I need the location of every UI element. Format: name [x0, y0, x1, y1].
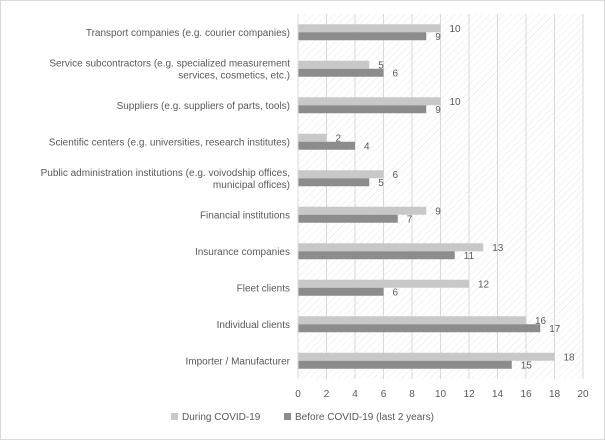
data-label: 11 — [464, 251, 475, 262]
x-tick-label: 14 — [492, 389, 504, 400]
legend-label: During COVID-19 — [182, 412, 261, 423]
x-tick-label: 20 — [577, 389, 589, 400]
bar — [298, 32, 427, 41]
data-label: 17 — [549, 324, 561, 335]
bar — [298, 279, 469, 288]
category-label: municipal offices) — [213, 180, 290, 191]
bar — [298, 214, 398, 223]
data-label: 10 — [450, 24, 462, 35]
bar — [298, 178, 370, 187]
data-label: 5 — [378, 178, 384, 189]
bar — [298, 206, 427, 215]
category-label: Insurance companies — [195, 247, 290, 258]
category-label: Suppliers (e.g. suppliers of parts, tool… — [117, 101, 290, 112]
bar — [298, 251, 455, 260]
data-label: 5 — [378, 60, 384, 71]
legend-swatch — [284, 413, 291, 420]
data-label: 2 — [336, 133, 342, 144]
data-label: 10 — [450, 97, 462, 108]
bar — [298, 133, 327, 142]
data-label: 6 — [393, 170, 399, 181]
category-label: Importer / Manufacturer — [186, 356, 291, 367]
category-label: services, cosmetics, etc.) — [178, 70, 290, 81]
x-tick-label: 2 — [324, 389, 330, 400]
bar — [298, 316, 526, 325]
bar — [298, 170, 384, 179]
bar — [298, 352, 555, 361]
x-tick-label: 12 — [463, 389, 475, 400]
bar — [298, 105, 427, 114]
data-label: 4 — [364, 141, 370, 152]
data-label: 12 — [478, 279, 490, 290]
bar — [298, 287, 384, 296]
bar — [298, 141, 355, 150]
category-label: Financial institutions — [200, 210, 290, 221]
legend-swatch — [171, 413, 178, 420]
category-label: Service subcontractors (e.g. specialized… — [49, 58, 290, 69]
bar — [298, 360, 512, 369]
x-tick-label: 4 — [352, 389, 358, 400]
bar — [298, 243, 484, 252]
bar — [298, 24, 441, 33]
legend-label: Before COVID-19 (last 2 years) — [295, 412, 434, 423]
bar — [298, 324, 541, 333]
data-label: 9 — [435, 105, 441, 116]
category-label: Transport companies (e.g. courier compan… — [86, 28, 290, 39]
data-label: 15 — [521, 360, 533, 371]
category-label: Fleet clients — [237, 283, 290, 294]
data-label: 6 — [393, 287, 399, 298]
data-label: 7 — [407, 214, 413, 225]
x-tick-label: 8 — [409, 389, 415, 400]
data-label: 18 — [564, 352, 576, 363]
category-label: Public administration institutions (e.g.… — [41, 168, 290, 179]
x-tick-label: 0 — [295, 389, 301, 400]
category-label: Individual clients — [217, 320, 290, 331]
data-label: 9 — [435, 32, 441, 43]
data-label: 6 — [393, 68, 399, 79]
x-tick-label: 18 — [549, 389, 561, 400]
bar — [298, 68, 384, 77]
bar — [298, 60, 370, 69]
x-tick-label: 16 — [520, 389, 532, 400]
x-tick-label: 6 — [381, 389, 387, 400]
data-label: 9 — [435, 206, 441, 217]
x-tick-label: 10 — [435, 389, 447, 400]
data-label: 13 — [492, 243, 504, 254]
data-label: 16 — [535, 316, 547, 327]
bar — [298, 97, 441, 106]
category-label: Scientific centers (e.g. universities, r… — [49, 137, 290, 148]
